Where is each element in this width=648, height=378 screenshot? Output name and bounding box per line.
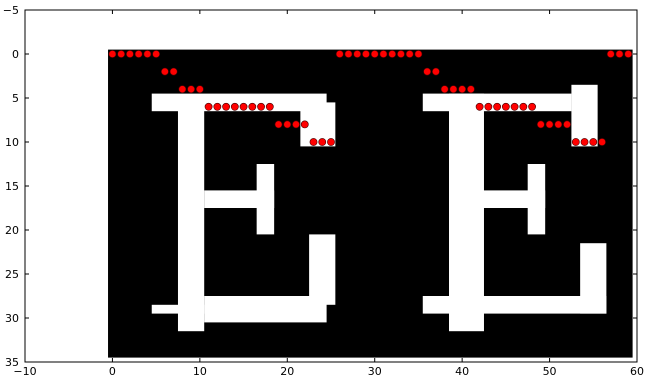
point [432, 68, 439, 75]
x-tick-label: 0 [109, 365, 116, 378]
point [153, 50, 160, 57]
point [118, 50, 125, 57]
point [161, 68, 168, 75]
point [109, 50, 116, 57]
y-tick-label: 10 [5, 136, 19, 149]
x-tick-label: 60 [630, 365, 644, 378]
x-tick-label: 30 [368, 365, 382, 378]
point [196, 86, 203, 93]
point [284, 121, 291, 128]
point [188, 86, 195, 93]
point [537, 121, 544, 128]
point [170, 68, 177, 75]
point [319, 138, 326, 145]
point [257, 103, 264, 110]
x-tick-label: 20 [280, 365, 294, 378]
point [607, 50, 614, 57]
point [327, 138, 334, 145]
point [590, 138, 597, 145]
point [354, 50, 361, 57]
point [362, 50, 369, 57]
point [222, 103, 229, 110]
point [528, 103, 535, 110]
point [520, 103, 527, 110]
point [546, 121, 553, 128]
point [336, 50, 343, 57]
point [555, 121, 562, 128]
image [108, 50, 633, 358]
point [476, 103, 483, 110]
point [240, 103, 247, 110]
x-tick-label: 40 [455, 365, 469, 378]
point [598, 138, 605, 145]
point [275, 121, 282, 128]
point [205, 103, 212, 110]
point [511, 103, 518, 110]
point [135, 50, 142, 57]
point [572, 138, 579, 145]
point [397, 50, 404, 57]
point [231, 103, 238, 110]
point [292, 121, 299, 128]
y-tick-label: 20 [5, 224, 19, 237]
point [494, 103, 501, 110]
y-tick-label: 35 [5, 356, 19, 369]
y-tick-label: 25 [5, 268, 19, 281]
point [415, 50, 422, 57]
point [424, 68, 431, 75]
point [581, 138, 588, 145]
y-tick-label: 0 [12, 48, 19, 61]
point [144, 50, 151, 57]
point [301, 121, 308, 128]
point [249, 103, 256, 110]
point [266, 103, 273, 110]
point [380, 50, 387, 57]
point [310, 138, 317, 145]
x-tick-label: 10 [193, 365, 207, 378]
chart: −100102030405060−505101520253035 [0, 0, 648, 378]
point [406, 50, 413, 57]
point [563, 121, 570, 128]
point [371, 50, 378, 57]
point [616, 50, 623, 57]
point [441, 86, 448, 93]
point [502, 103, 509, 110]
point [485, 103, 492, 110]
point [389, 50, 396, 57]
point [126, 50, 133, 57]
x-tick-label: 50 [543, 365, 557, 378]
point [625, 50, 632, 57]
y-tick-label: −5 [3, 4, 19, 17]
point [450, 86, 457, 93]
point [214, 103, 221, 110]
y-tick-label: 5 [12, 92, 19, 105]
point [179, 86, 186, 93]
y-tick-label: 15 [5, 180, 19, 193]
point [345, 50, 352, 57]
point [467, 86, 474, 93]
point [459, 86, 466, 93]
y-tick-label: 30 [5, 312, 19, 325]
